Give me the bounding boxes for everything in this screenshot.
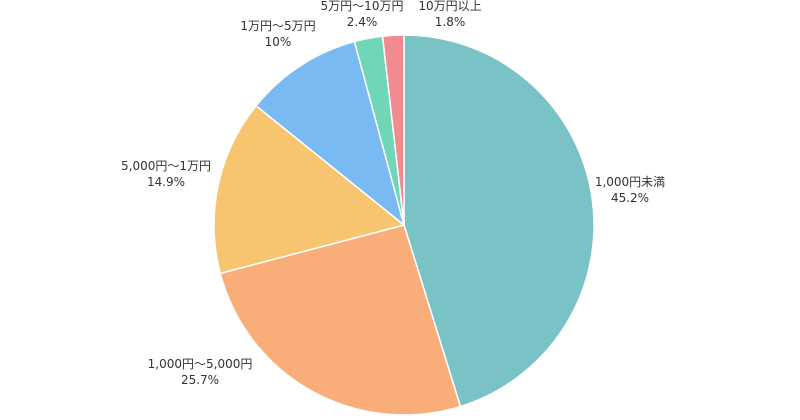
slice-category-label-3: 5,000円～1万円: [121, 159, 211, 173]
pie-slice-6: [381, 34, 405, 226]
pie-slice-3: [213, 104, 406, 275]
slice-category-label-5: 5万円～10万円: [321, 0, 404, 13]
slice-category-label-1: 1,000円未満: [595, 175, 665, 189]
slice-percent-label-1: 45.2%: [611, 191, 649, 205]
slice-category-label-2: 1,000円～5,000円: [148, 357, 253, 371]
slice-percent-label-3: 14.9%: [147, 175, 185, 189]
slice-percent-label-5: 2.4%: [347, 15, 378, 29]
slice-category-label-6: 10万円以上: [418, 0, 481, 13]
slice-percent-label-2: 25.7%: [181, 373, 219, 387]
pie-slice-2: [219, 224, 462, 416]
slice-percent-label-4: 10%: [265, 35, 292, 49]
slices-layer: [213, 34, 595, 416]
labels-layer: 1,000円未満 45.2% 1,000円～5,000円 25.7% 5,000円～1万…: [121, 0, 665, 387]
pie-slice-4: [255, 40, 406, 228]
slice-percent-label-6: 1.8%: [435, 15, 466, 29]
pie-slice-1: [403, 34, 595, 408]
slice-category-label-4: 1万円～5万円: [240, 19, 315, 33]
